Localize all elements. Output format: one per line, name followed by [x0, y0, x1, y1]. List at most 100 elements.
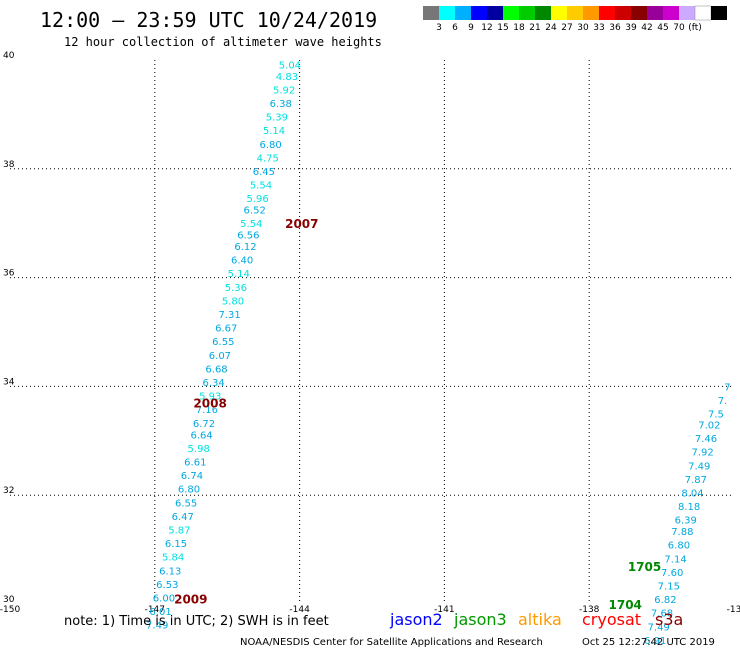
- swh-value-label: 6.72: [193, 419, 215, 430]
- swh-value-label: 5.93: [199, 392, 221, 403]
- colorbar-label: 3: [436, 23, 442, 33]
- satellite-legend-item: jason3: [453, 610, 507, 629]
- swh-value-label: 7.02: [698, 420, 720, 431]
- credit-line: NOAA/NESDIS Center for Satellite Applica…: [240, 637, 543, 648]
- colorbar-label: 30: [577, 23, 589, 33]
- swh-value-label: 6.00: [153, 593, 175, 604]
- colorbar-label: 15: [497, 23, 508, 33]
- swh-value-label: 5.39: [266, 113, 288, 124]
- swh-value-label: 4.75: [257, 153, 279, 164]
- swh-value-label: 6.34: [203, 378, 225, 389]
- colorbar-swatch: [551, 6, 567, 20]
- swh-value-label: 7.31: [218, 310, 240, 321]
- colorbar-swatch: [519, 6, 535, 20]
- swh-value-label: 6.91: [644, 636, 666, 647]
- swh-value-label: 7.92: [691, 448, 713, 459]
- swh-value-label: 5.84: [162, 553, 184, 564]
- colorbar-swatch: [599, 6, 615, 20]
- axis-ticks: -150 -147 -144 -141 -138 -13 30 32 34 36 38 40: [0, 51, 740, 615]
- pass-labels: 2007 2008 2009 1705 1704: [174, 217, 661, 612]
- y-tick-label: 36: [3, 269, 15, 279]
- swh-value-label: 5.54: [240, 219, 262, 230]
- colorbar-swatch: [487, 6, 503, 20]
- grid: [10, 60, 734, 604]
- pass-time-label: 1704: [609, 598, 642, 612]
- swh-value-label: 5.36: [225, 283, 247, 294]
- colorbar-label: 36: [609, 23, 621, 33]
- colorbar-label: 9: [468, 23, 474, 33]
- chart-title: 12:00 – 23:59 UTC 10/24/2019: [40, 8, 377, 32]
- satellite-legend-item: s3a: [655, 610, 683, 629]
- swh-value-label: 6.80: [259, 140, 281, 151]
- colorbar-swatch: [567, 6, 583, 20]
- swh-value-label: 6.64: [190, 430, 212, 441]
- swh-value-label: 6.38: [270, 99, 292, 110]
- swh-value-label: 7.49: [648, 622, 670, 633]
- swh-value-label: 6.55: [212, 337, 234, 348]
- x-tick-label: -141: [434, 605, 454, 615]
- colorbar-label: 21: [529, 23, 540, 33]
- x-tick-label: -13: [727, 605, 740, 615]
- swh-value-label: 5.14: [228, 269, 250, 280]
- y-tick-label: 40: [3, 51, 15, 61]
- colorbar-swatch: [615, 6, 631, 20]
- swh-value-label: 7.68: [651, 609, 673, 620]
- colorbar-label: (ft): [688, 23, 702, 33]
- swh-value-label: 6.15: [165, 539, 187, 550]
- colorbar-label: 24: [545, 23, 557, 33]
- colorbar-swatch: [455, 6, 471, 20]
- pass-time-label: 2007: [285, 217, 318, 231]
- swh-value-label: 7.60: [661, 568, 683, 579]
- swh-value-label: 8.18: [678, 502, 700, 513]
- colorbar-label: 45: [657, 23, 668, 33]
- swh-value-label: 6.82: [654, 595, 676, 606]
- colorbar-label: 70: [673, 23, 685, 33]
- swh-value-label: 6.74: [181, 471, 203, 482]
- timestamp: Oct 25 12:27:42 UTC 2019: [582, 637, 715, 648]
- footnote: note: 1) Time is in UTC; 2) SWH is in fe…: [64, 614, 329, 629]
- swh-value-label: 6.39: [675, 516, 697, 527]
- swh-value-label: 5.14: [263, 126, 285, 137]
- pass-time-label: 2008: [193, 397, 226, 411]
- swh-value-label: 5.04: [279, 60, 301, 71]
- swh-value-label: 6.61: [184, 457, 206, 468]
- swh-value-label: 6.52: [244, 206, 266, 217]
- swh-value-label: 5.96: [246, 194, 268, 205]
- swh-value-label: 5.92: [273, 85, 295, 96]
- colorbar-label: 27: [561, 23, 572, 33]
- swh-value-label: 6.80: [178, 485, 200, 496]
- swh-value-label: 7.: [718, 396, 728, 407]
- swh-value-label: 6.47: [172, 512, 194, 523]
- swh-value-label: 7: [724, 382, 730, 393]
- swh-value-label: 6.56: [237, 231, 259, 242]
- swh-value-label: 5.87: [168, 525, 190, 536]
- swh-value-label: 6.53: [156, 580, 178, 591]
- colorbar-swatch: [647, 6, 663, 20]
- pass-time-label: 1705: [628, 560, 661, 574]
- colorbar-label: 18: [513, 23, 525, 33]
- x-tick-label: -144: [289, 605, 310, 615]
- colorbar-swatch: [663, 6, 679, 20]
- swh-value-label: 6.01: [149, 607, 171, 618]
- satellite-legend-item: altika: [518, 610, 562, 629]
- colorbar-label: 42: [641, 23, 652, 33]
- colorbar-legend: 3 6 9 12 15 18 21 24 27 30 33 36 39 42 45 70 (ft): [423, 5, 727, 33]
- swh-value-label: 6.40: [231, 256, 253, 267]
- satellite-legend-item: jason2: [389, 610, 443, 629]
- colorbar-swatch: [439, 6, 455, 20]
- swh-value-label: 7.49: [688, 461, 710, 472]
- x-tick-label: -147: [145, 605, 165, 615]
- colorbar-label: 39: [625, 23, 637, 33]
- swh-value-label: 7.87: [685, 475, 707, 486]
- colorbar-label: 6: [452, 23, 458, 33]
- swh-value-label: 6.45: [253, 167, 275, 178]
- colorbar-swatch: [631, 6, 647, 20]
- x-tick-label: -138: [579, 605, 600, 615]
- swh-value-label: 6.80: [668, 541, 690, 552]
- swh-value-label: 7.14: [664, 554, 686, 565]
- colorbar-swatch: [583, 6, 599, 20]
- swh-value-label: 5.98: [188, 444, 210, 455]
- swh-value-label: 7.16: [196, 405, 218, 416]
- colorbar-swatch: [711, 6, 727, 20]
- swh-data-labels: 5.044.83 5.92 6.38 5.39 5.14 6.80 4.75 6.45 5.54…: [146, 60, 731, 647]
